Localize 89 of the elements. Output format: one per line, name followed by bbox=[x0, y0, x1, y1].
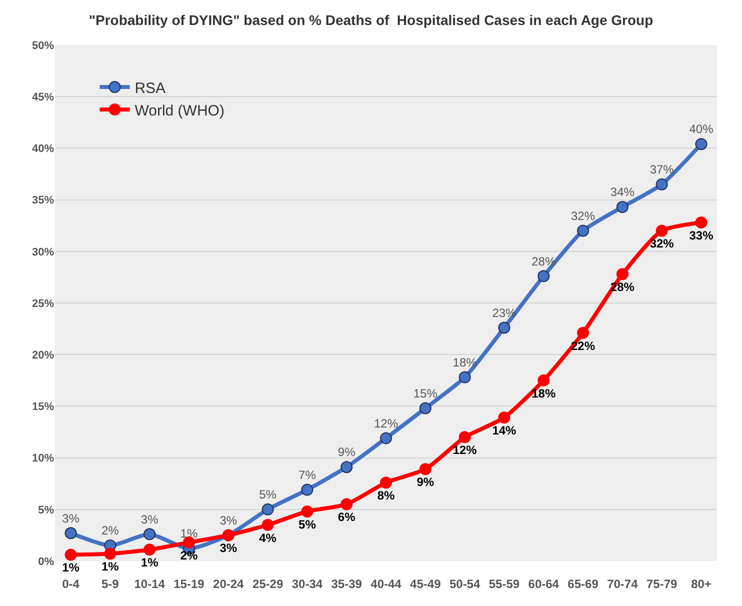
data-label: 3% bbox=[220, 513, 238, 528]
y-tick-label: 45% bbox=[32, 91, 54, 104]
point bbox=[656, 178, 668, 190]
legend-label: RSA bbox=[134, 80, 166, 97]
data-label: 2% bbox=[102, 524, 120, 538]
x-tick-label: 75-79 bbox=[646, 577, 678, 591]
data-label: 9% bbox=[416, 475, 434, 490]
data-label: 32% bbox=[571, 208, 596, 223]
x-tick-label: 5-9 bbox=[102, 577, 120, 591]
y-tick-label: 15% bbox=[32, 401, 54, 414]
y-tick-label: 25% bbox=[32, 298, 54, 310]
x-tick-label: 40-44 bbox=[370, 577, 402, 591]
point bbox=[498, 412, 510, 424]
y-tick-label: 0% bbox=[38, 556, 54, 568]
x-tick-label: 30-34 bbox=[292, 577, 323, 591]
x-tick-label: 55-59 bbox=[488, 577, 520, 591]
legend-label: World (WHO) bbox=[134, 102, 224, 120]
point bbox=[577, 224, 590, 237]
data-label: 18% bbox=[532, 386, 556, 400]
data-label: 34% bbox=[610, 185, 635, 200]
data-label: 33% bbox=[689, 228, 714, 242]
point bbox=[144, 544, 156, 556]
x-tick-label: 35-39 bbox=[331, 577, 362, 591]
y-tick-label: 35% bbox=[32, 194, 54, 207]
x-tick-label: 25-29 bbox=[252, 577, 284, 591]
point bbox=[656, 224, 668, 237]
data-label: 40% bbox=[689, 122, 714, 136]
data-label: 3% bbox=[220, 541, 238, 556]
x-tick-label: 10-14 bbox=[134, 577, 166, 591]
x-tick-label: 20-24 bbox=[213, 577, 244, 591]
data-label: 1% bbox=[62, 560, 80, 575]
point bbox=[144, 528, 156, 540]
data-label: 37% bbox=[650, 162, 674, 176]
point bbox=[577, 326, 590, 339]
point bbox=[458, 371, 471, 384]
point bbox=[538, 374, 550, 386]
data-label: 8% bbox=[377, 488, 395, 502]
data-label: 15% bbox=[413, 386, 438, 400]
point bbox=[419, 463, 432, 476]
data-label: 32% bbox=[650, 236, 674, 251]
y-tick-label: 40% bbox=[32, 143, 54, 156]
data-label: 3% bbox=[140, 512, 159, 526]
data-label: 12% bbox=[374, 416, 398, 430]
point bbox=[538, 270, 550, 282]
point bbox=[340, 498, 353, 510]
point bbox=[419, 402, 432, 414]
data-label: 4% bbox=[259, 530, 277, 545]
chart-title: "Probability of DYING" based on % Deaths of Hospitalised Cases in each Age Group bbox=[88, 12, 654, 28]
point bbox=[380, 432, 392, 444]
y-tick-label: 50% bbox=[32, 40, 54, 52]
y-tick-label: 20% bbox=[32, 349, 54, 362]
data-label: 1% bbox=[140, 556, 159, 570]
x-tick-label: 80+ bbox=[691, 577, 712, 591]
x-tick-label: 60-64 bbox=[528, 577, 560, 591]
data-label: 12% bbox=[452, 443, 478, 458]
y-tick-label: 30% bbox=[32, 246, 54, 258]
point bbox=[458, 431, 471, 444]
data-label: 6% bbox=[338, 510, 356, 524]
point bbox=[616, 201, 628, 214]
point bbox=[301, 484, 314, 496]
point bbox=[340, 461, 353, 474]
data-label: 5% bbox=[298, 517, 316, 532]
point bbox=[64, 527, 77, 540]
data-label: 1% bbox=[102, 560, 120, 574]
data-label: 5% bbox=[259, 488, 277, 502]
x-tick-label: 70-74 bbox=[607, 577, 638, 591]
data-label: 3% bbox=[62, 511, 80, 526]
y-tick-label: 10% bbox=[32, 452, 54, 465]
x-tick-label: 15-19 bbox=[174, 577, 205, 591]
point bbox=[695, 138, 708, 150]
point bbox=[695, 216, 708, 228]
point bbox=[262, 518, 274, 531]
data-label: 1% bbox=[180, 526, 198, 541]
data-label: 9% bbox=[338, 445, 356, 460]
y-tick-label: 5% bbox=[38, 504, 54, 516]
data-label: 14% bbox=[492, 423, 517, 438]
point bbox=[616, 268, 628, 280]
point bbox=[104, 548, 116, 560]
point bbox=[262, 503, 274, 516]
point bbox=[301, 505, 314, 518]
data-label: 7% bbox=[298, 468, 316, 482]
x-tick-label: 50-54 bbox=[449, 577, 480, 591]
x-tick-label: 65-69 bbox=[568, 577, 599, 591]
point bbox=[380, 476, 392, 489]
point bbox=[498, 322, 510, 334]
point bbox=[64, 548, 77, 561]
x-tick-label: 0-4 bbox=[62, 577, 80, 591]
data-label: 2% bbox=[180, 548, 198, 562]
x-tick-label: 45-49 bbox=[410, 577, 442, 591]
